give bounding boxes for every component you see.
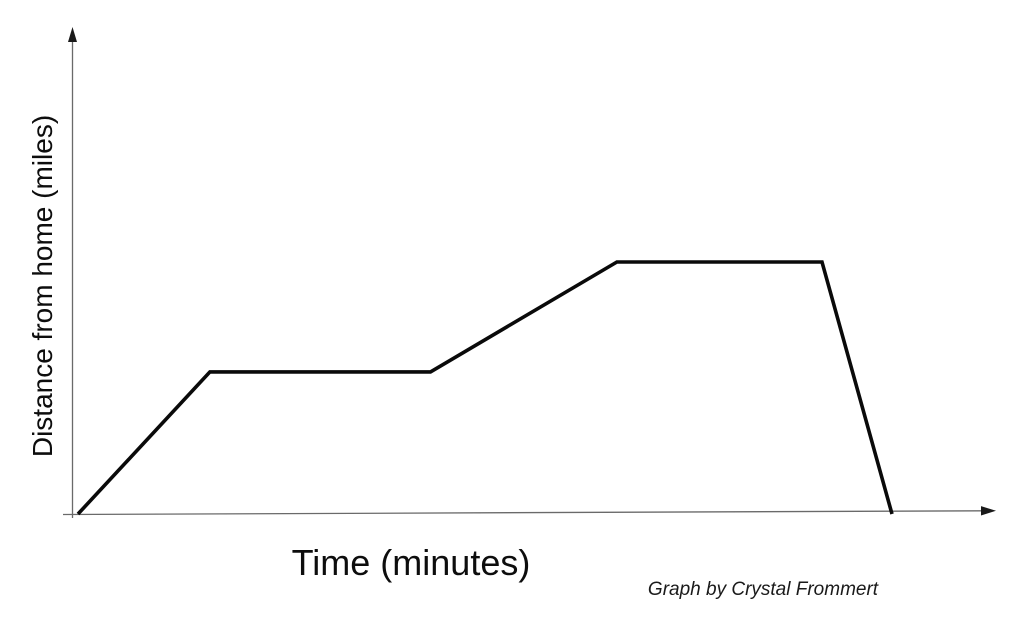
attribution-text: Graph by Crystal Frommert [647,579,879,600]
x-axis-arrowhead-icon [981,506,996,516]
y-axis-arrowhead-icon [68,27,77,42]
x-axis-line [62,510,985,516]
y-axis-label: Distance from home (miles) [27,114,58,458]
distance-line-series [76,260,894,516]
x-axis-label: Time (minutes) [291,542,531,583]
